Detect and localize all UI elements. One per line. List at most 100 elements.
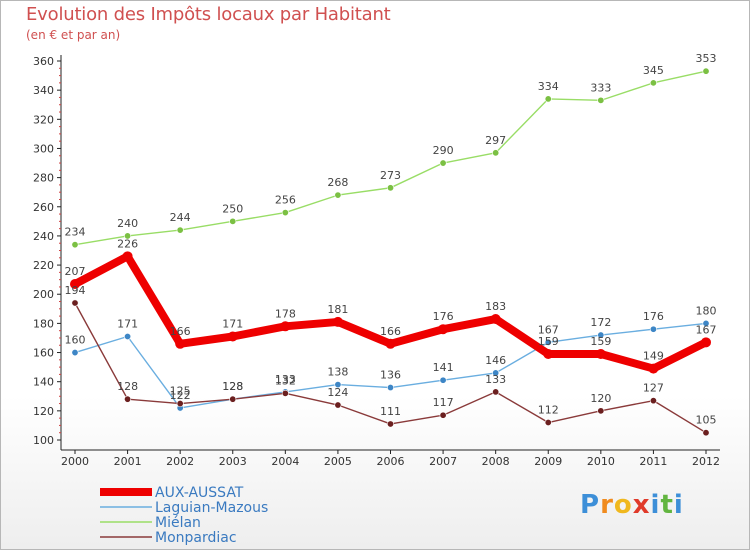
axes: 100 120 140 160 180 200 220 240 260 280 300 320 340 3… bbox=[33, 55, 720, 468]
data-label: 176 bbox=[643, 310, 664, 323]
data-point bbox=[597, 96, 605, 104]
y-tick-label: 240 bbox=[33, 230, 54, 243]
x-tick-label: 2010 bbox=[587, 455, 615, 468]
x-tick-label: 2003 bbox=[219, 455, 247, 468]
data-label: 345 bbox=[643, 64, 664, 77]
data-label: 159 bbox=[590, 335, 611, 348]
data-label: 240 bbox=[117, 217, 138, 230]
data-point bbox=[70, 279, 80, 290]
data-point bbox=[597, 331, 605, 339]
series-monpardiac bbox=[71, 299, 710, 437]
chart-subtitle: (en € et par an) bbox=[26, 28, 121, 42]
data-point bbox=[649, 397, 657, 405]
data-point bbox=[544, 338, 552, 346]
data-point bbox=[124, 232, 132, 240]
data-label: 172 bbox=[590, 316, 611, 329]
series-layer bbox=[70, 67, 711, 437]
y-tick-label: 180 bbox=[33, 317, 54, 330]
data-label: 178 bbox=[275, 307, 296, 320]
data-point bbox=[490, 314, 501, 325]
data-label: 234 bbox=[65, 226, 86, 239]
data-point bbox=[332, 316, 343, 327]
data-point bbox=[597, 407, 605, 415]
data-point bbox=[492, 149, 500, 157]
data-label: 133 bbox=[485, 373, 506, 386]
data-label: 133 bbox=[275, 373, 296, 386]
series-line-aux-aussat bbox=[71, 252, 710, 373]
y-tick-label: 320 bbox=[33, 113, 54, 126]
y-tick-label: 260 bbox=[33, 201, 54, 214]
data-point bbox=[280, 321, 291, 332]
data-label: 124 bbox=[327, 386, 348, 399]
data-label: 112 bbox=[538, 404, 559, 417]
data-point bbox=[386, 184, 394, 192]
data-label: 146 bbox=[485, 354, 506, 367]
series-mi-lan bbox=[71, 67, 710, 249]
data-label: 128 bbox=[222, 380, 243, 393]
data-point bbox=[702, 319, 710, 327]
data-label: 167 bbox=[696, 323, 717, 336]
data-point bbox=[281, 389, 289, 397]
data-point bbox=[595, 348, 606, 359]
data-label: 180 bbox=[696, 304, 717, 317]
x-tick-label: 2011 bbox=[639, 455, 667, 468]
data-label: 176 bbox=[433, 310, 454, 323]
data-point bbox=[649, 79, 657, 87]
data-point bbox=[648, 363, 659, 374]
data-point bbox=[124, 333, 132, 341]
data-label: 160 bbox=[65, 334, 86, 347]
data-point bbox=[124, 395, 132, 403]
data-label: 207 bbox=[65, 265, 86, 278]
x-tick-label: 2007 bbox=[429, 455, 457, 468]
data-point bbox=[71, 241, 79, 249]
data-point bbox=[229, 395, 237, 403]
data-label: 333 bbox=[590, 81, 611, 94]
data-label: 183 bbox=[485, 300, 506, 313]
x-tick-label: 2000 bbox=[61, 455, 89, 468]
y-tick-label: 360 bbox=[33, 55, 54, 68]
x-tick-label: 2008 bbox=[482, 455, 510, 468]
data-label: 171 bbox=[117, 318, 138, 331]
data-point bbox=[492, 369, 500, 377]
data-label: 122 bbox=[170, 389, 191, 402]
y-tick-label: 300 bbox=[33, 142, 54, 155]
data-point bbox=[492, 388, 500, 396]
x-tick-label: 2004 bbox=[271, 455, 299, 468]
data-label: 268 bbox=[327, 176, 348, 189]
legend-label-monpardiac: Monpardiac bbox=[155, 530, 237, 546]
data-labels-layer: 234 240 244 250 256 268 273 290 297 334 333 345 353 1… bbox=[65, 52, 717, 427]
data-label: 171 bbox=[222, 318, 243, 331]
data-label: 105 bbox=[696, 414, 717, 427]
proxiti-logo: Proxiti bbox=[580, 490, 684, 520]
data-point bbox=[176, 226, 184, 234]
data-label: 226 bbox=[117, 237, 138, 250]
data-label: 111 bbox=[380, 405, 401, 418]
legend-label-aux-aussat: AUX-AUSSAT bbox=[155, 485, 244, 501]
data-point bbox=[71, 349, 79, 357]
data-label: 149 bbox=[643, 350, 664, 363]
x-tick-label: 2002 bbox=[166, 455, 194, 468]
series-aux-aussat bbox=[70, 251, 711, 374]
data-point bbox=[649, 325, 657, 333]
data-point bbox=[439, 159, 447, 167]
data-label: 141 bbox=[433, 361, 454, 374]
data-point bbox=[334, 191, 342, 199]
data-label: 290 bbox=[433, 144, 454, 157]
data-point bbox=[71, 299, 79, 307]
data-point bbox=[227, 331, 238, 342]
x-tick-label: 2012 bbox=[692, 455, 720, 468]
data-label: 166 bbox=[170, 325, 191, 338]
data-label: 128 bbox=[117, 380, 138, 393]
legend-label-mi-lan: Miélan bbox=[155, 515, 201, 531]
data-point bbox=[386, 384, 394, 392]
data-point bbox=[229, 217, 237, 225]
data-label: 125 bbox=[170, 385, 191, 398]
y-tick-label: 140 bbox=[33, 376, 54, 389]
chart-title: Evolution des Impôts locaux par Habitant bbox=[26, 4, 391, 25]
data-point bbox=[544, 95, 552, 103]
y-tick-label: 340 bbox=[33, 84, 54, 97]
data-point bbox=[439, 376, 447, 384]
data-point bbox=[176, 400, 184, 408]
